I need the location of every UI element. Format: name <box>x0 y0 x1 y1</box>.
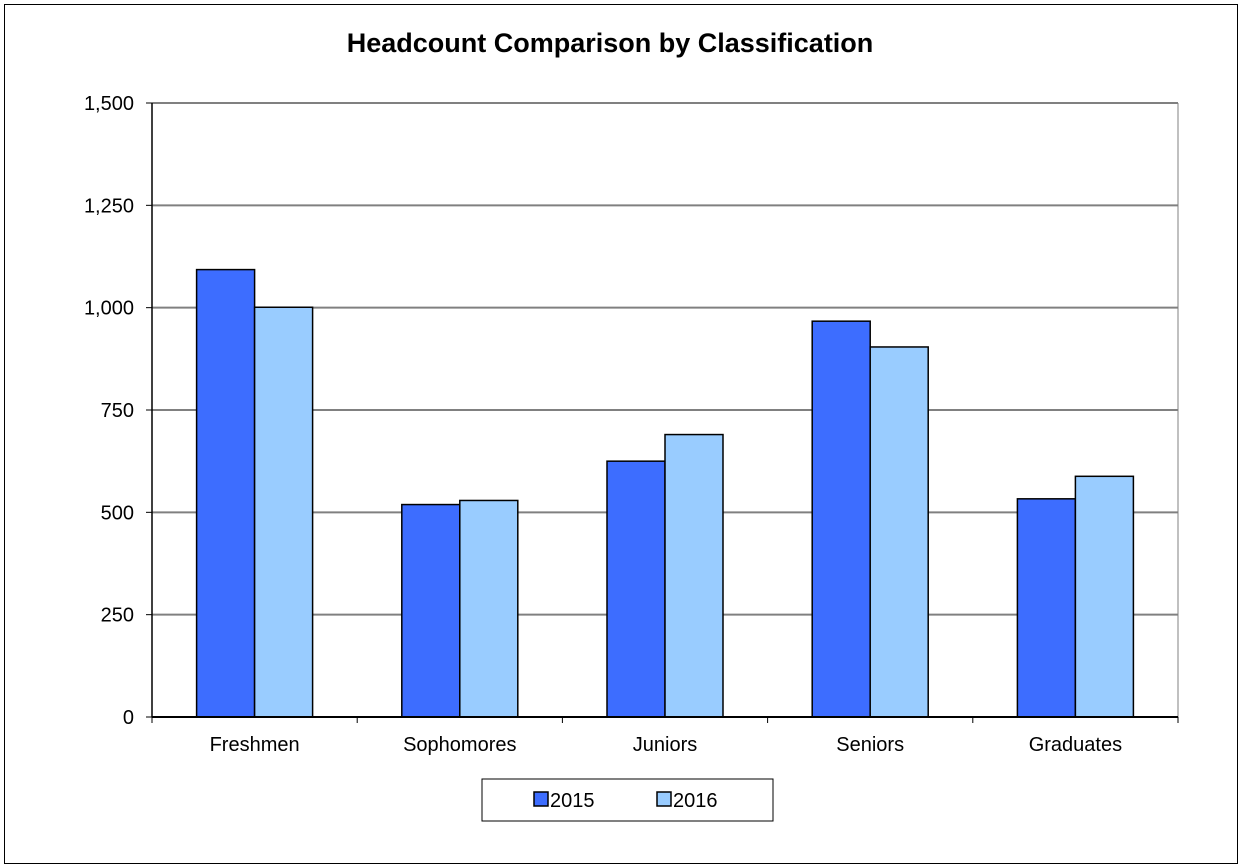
y-tick-label: 1,000 <box>84 298 134 320</box>
legend-label-2016: 2016 <box>673 790 718 812</box>
x-tick-label: Sophomores <box>403 734 516 756</box>
bar-2015-juniors <box>607 461 665 717</box>
legend-box <box>482 779 773 821</box>
x-tick-label: Juniors <box>633 734 697 756</box>
bar-2015-sophomores <box>402 505 460 717</box>
y-tick-label: 750 <box>101 400 134 422</box>
legend-label-2015: 2015 <box>550 790 595 812</box>
bar-2015-graduates <box>1017 499 1075 717</box>
legend: 2015 2016 <box>482 779 773 821</box>
legend-swatch-2016 <box>657 792 671 806</box>
y-tick-label: 250 <box>101 605 134 627</box>
bar-2016-freshmen <box>255 307 313 717</box>
x-tick-label: Seniors <box>836 734 904 756</box>
bar-2016-graduates <box>1075 476 1133 717</box>
x-tick-label: Freshmen <box>210 734 300 756</box>
y-tick-label: 0 <box>123 707 134 729</box>
chart-title: Headcount Comparison by Classification <box>347 28 874 58</box>
bar-2015-freshmen <box>197 270 255 717</box>
legend-swatch-2015 <box>534 792 548 806</box>
y-tick-label: 500 <box>101 502 134 524</box>
x-tick-labels: Freshmen Sophomores Juniors Seniors Graduate… <box>210 734 1123 756</box>
bar-2016-sophomores <box>460 500 518 717</box>
y-tick-label: 1,500 <box>84 93 134 115</box>
x-tick-label: Graduates <box>1029 734 1122 756</box>
bar-2015-seniors <box>812 321 870 717</box>
y-tick-labels: 0 250 500 750 1,000 1,250 1,500 <box>84 93 134 729</box>
bar-2016-juniors <box>665 435 723 717</box>
bar-2016-seniors <box>870 347 928 717</box>
bars <box>197 270 1134 717</box>
y-tick-label: 1,250 <box>84 195 134 217</box>
